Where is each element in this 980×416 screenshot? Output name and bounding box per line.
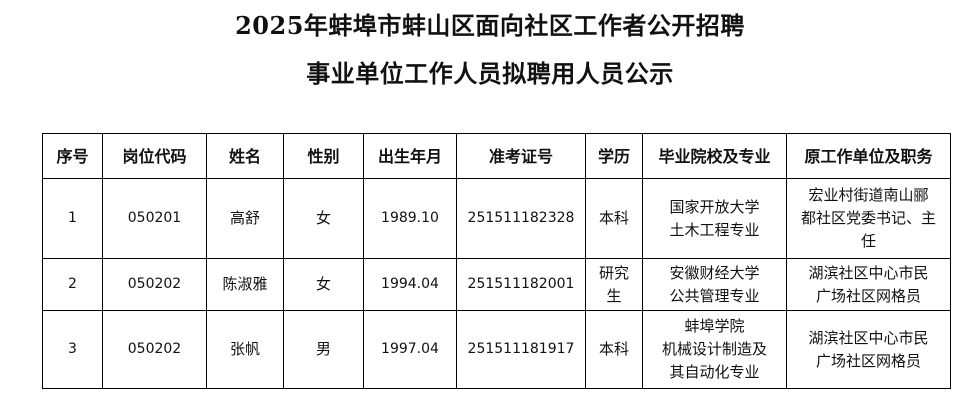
cell-no: 2 <box>42 258 103 311</box>
cell-school-line: 安徽财经大学 <box>669 263 760 282</box>
cell-education-line: 本科 <box>598 340 629 358</box>
cell-work-line: 都社区党委书记、主 <box>800 209 936 227</box>
cell-code: 050202 <box>102 310 207 389</box>
cell-name: 张帆 <box>206 310 284 389</box>
cell-work-line: 宏业村街道南山郦 <box>808 186 929 204</box>
cell-school-line: 蚌埠学院 <box>684 317 745 335</box>
cell-exam-id: 251511182001 <box>456 258 586 311</box>
cell-exam-id: 251511181917 <box>456 310 586 389</box>
cell-no: 3 <box>42 310 103 389</box>
cell-work: 宏业村街道南山郦 都社区党委书记、主任 <box>786 178 951 259</box>
page-title-line1: 2025年蚌埠市蚌山区面向社区工作者公开招聘 <box>235 11 745 40</box>
cell-exam-id: 251511182328 <box>456 178 586 259</box>
cell-school-line: 其自动化专业 <box>669 363 760 381</box>
cell-school-line: 土木工程专业 <box>669 220 760 239</box>
cell-birth: 1994.04 <box>363 258 457 311</box>
cell-work-line: 任 <box>860 232 876 250</box>
cell-education-line: 研究 <box>598 263 629 282</box>
cell-education-line: 本科 <box>598 209 629 227</box>
cell-gender: 女 <box>283 178 364 259</box>
page-title-line2: 事业单位工作人员拟聘用人员公示 <box>306 59 674 88</box>
table-row: 2 050202 陈淑雅女 1994.04 251511182001 研究生安徽财经大学公… <box>42 258 951 311</box>
cell-work: 湖滨社区中心市民 广场社区网格员 <box>786 258 951 311</box>
cell-education-line: 生 <box>606 286 622 305</box>
header-no: 序号 <box>42 133 103 179</box>
cell-birth: 1989.10 <box>363 178 457 259</box>
header-gender: 性别 <box>283 133 364 179</box>
cell-code: 050201 <box>102 178 207 259</box>
cell-birth: 1997.04 <box>363 310 457 389</box>
table-row: 1 050201 高舒女 1989.10 251511182328 本科 国家开放大学 土木工… <box>42 178 951 259</box>
header-exam-id: 准考证号 <box>456 133 586 179</box>
cell-school: 国家开放大学 土木工程专业 <box>642 178 787 259</box>
cell-education: 本科 <box>585 178 643 259</box>
cell-work-line: 广场社区网格员 <box>815 286 921 305</box>
header-work: 原工作单位及职务 <box>786 133 951 179</box>
cell-work-line: 湖滨社区中心市民 <box>808 263 929 282</box>
cell-school: 蚌埠学院机械设计制造及 其自动化专业 <box>642 310 787 389</box>
cell-school-line: 公共管理专业 <box>669 286 760 305</box>
header-birth: 出生年月 <box>363 133 457 179</box>
table-row: 3 050202 张帆男 1997.04 251511181917 本科 蚌埠学院 机械设计制… <box>42 310 951 389</box>
cell-code: 050202 <box>102 258 207 311</box>
header-code: 岗位代码 <box>102 133 207 179</box>
cell-school-line: 国家开放大学 <box>669 197 760 216</box>
cell-education: 本科 <box>585 310 643 389</box>
cell-work-line: 广场社区网格员 <box>815 351 921 370</box>
cell-gender: 男 <box>283 310 364 389</box>
cell-no: 1 <box>42 178 103 259</box>
cell-work: 湖滨社区中心市民 广场社区网格员 <box>786 310 951 389</box>
cell-work-line: 湖滨社区中心市民 <box>808 328 929 347</box>
cell-name: 陈淑雅 <box>206 258 284 311</box>
cell-school-line: 机械设计制造及 <box>661 340 767 358</box>
cell-name: 高舒 <box>206 178 284 259</box>
header-education: 学历 <box>585 133 643 179</box>
cell-school: 安徽财经大学 公共管理专业 <box>642 258 787 311</box>
cell-gender: 女 <box>283 258 364 311</box>
candidates-table: 序号 岗位代码 姓名 性别 出生年月 准考证号 学历 毕业院校及专业 原工作单位… <box>42 133 951 389</box>
cell-education: 研究生 <box>585 258 643 311</box>
table-header-row: 序号 岗位代码 姓名 性别 出生年月 准考证号 学历 毕业院校及专业 原工作单位… <box>42 133 951 179</box>
header-name: 姓名 <box>206 133 284 179</box>
header-school: 毕业院校及专业 <box>642 133 787 179</box>
